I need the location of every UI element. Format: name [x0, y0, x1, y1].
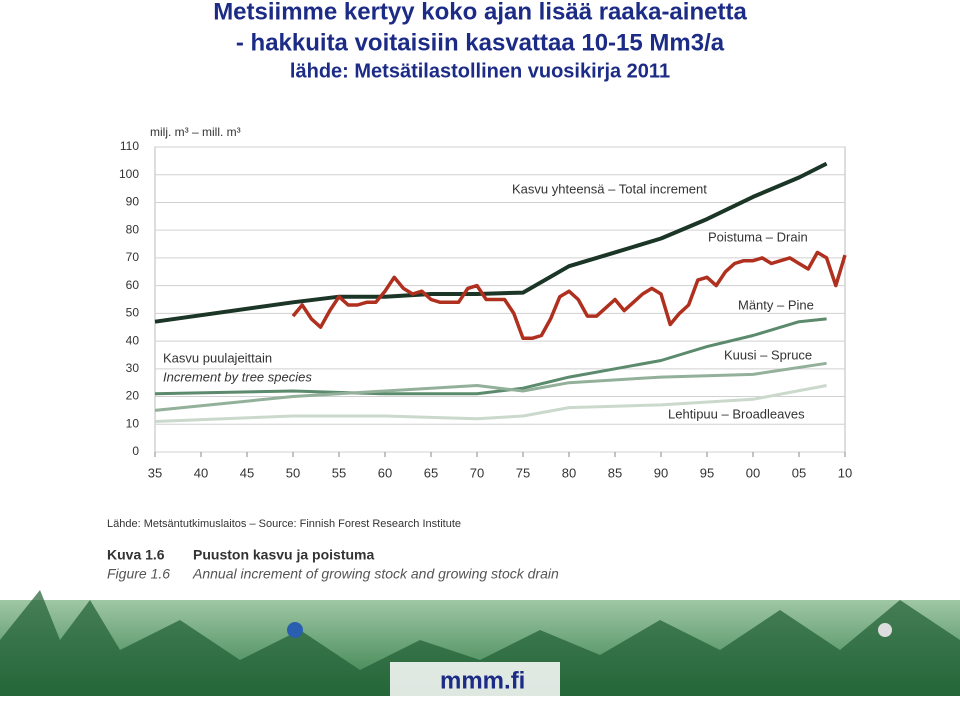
y-tick-label: 50	[126, 306, 140, 320]
x-tick-label: 90	[654, 465, 668, 480]
y-tick-label: 10	[126, 416, 140, 430]
figure-number: Figure 1.6	[107, 566, 170, 582]
title-line: - hakkuita voitaisiin kasvattaa 10-15 Mm…	[236, 29, 725, 56]
title-line: Metsiimme kertyy koko ajan lisää raaka-a…	[213, 0, 747, 25]
figure-title: Annual increment of growing stock and gr…	[192, 566, 559, 582]
title-line: lähde: Metsätilastollinen vuosikirja 201…	[290, 60, 670, 82]
y-tick-label: 80	[126, 222, 140, 236]
series-line	[154, 161, 828, 324]
footer-decoration	[0, 590, 960, 696]
figure-title: Puuston kasvu ja poistuma	[193, 547, 374, 563]
x-tick-label: 10	[838, 465, 852, 480]
x-tick-label: 55	[332, 465, 346, 480]
annotation: Kasvu puulajeittain	[163, 350, 272, 365]
x-tick-label: 40	[194, 465, 208, 480]
y-tick-label: 70	[126, 250, 140, 264]
series-label: Kuusi – Spruce	[724, 347, 812, 362]
y-tick-label: 60	[126, 278, 140, 292]
series-line	[154, 361, 827, 412]
series-line	[291, 250, 847, 341]
y-tick-label: 20	[126, 389, 140, 403]
y-tick-label: 100	[119, 167, 139, 181]
x-tick-label: 80	[562, 465, 576, 480]
x-tick-label: 70	[470, 465, 484, 480]
x-tick-label: 45	[240, 465, 254, 480]
series-label: Lehtipuu – Broadleaves	[668, 406, 805, 421]
series-label: Poistuma – Drain	[708, 229, 808, 244]
source: Lähde: Metsäntutkimuslaitos – Source: Fi…	[107, 518, 461, 530]
y-tick-label: 30	[126, 361, 140, 375]
x-tick-label: 75	[516, 465, 530, 480]
y-axis-label: milj. m³ – mill. m³	[150, 125, 241, 139]
x-tick-label: 50	[286, 465, 300, 480]
y-tick-label: 40	[126, 333, 140, 347]
x-tick-label: 95	[700, 465, 714, 480]
series-label: Kasvu yhteensä – Total increment	[512, 181, 707, 196]
series-line	[154, 384, 827, 423]
logo: mmm.fi	[440, 667, 525, 694]
series-label: Mänty – Pine	[738, 297, 814, 312]
annotation: Increment by tree species	[163, 369, 312, 384]
x-tick-label: 35	[148, 465, 162, 480]
x-tick-label: 05	[792, 465, 806, 480]
x-tick-label: 60	[378, 465, 392, 480]
x-tick-label: 85	[608, 465, 622, 480]
x-tick-label: 00	[746, 465, 760, 480]
y-tick-label: 110	[120, 139, 139, 153]
y-tick-label: 0	[132, 444, 139, 458]
y-tick-label: 90	[126, 195, 140, 209]
x-tick-label: 65	[424, 465, 438, 480]
figure-number: Kuva 1.6	[107, 547, 165, 563]
